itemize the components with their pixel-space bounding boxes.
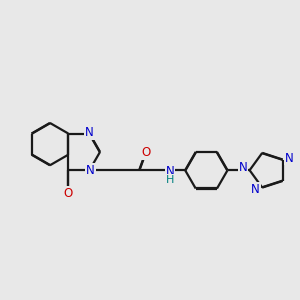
Text: N: N <box>238 161 247 174</box>
Text: O: O <box>141 146 150 159</box>
Text: O: O <box>64 187 73 200</box>
Text: H: H <box>166 175 174 185</box>
Text: N: N <box>86 164 95 177</box>
Text: N: N <box>285 152 294 164</box>
Text: N: N <box>251 183 260 196</box>
Text: N: N <box>85 126 94 139</box>
Text: N: N <box>166 165 175 178</box>
